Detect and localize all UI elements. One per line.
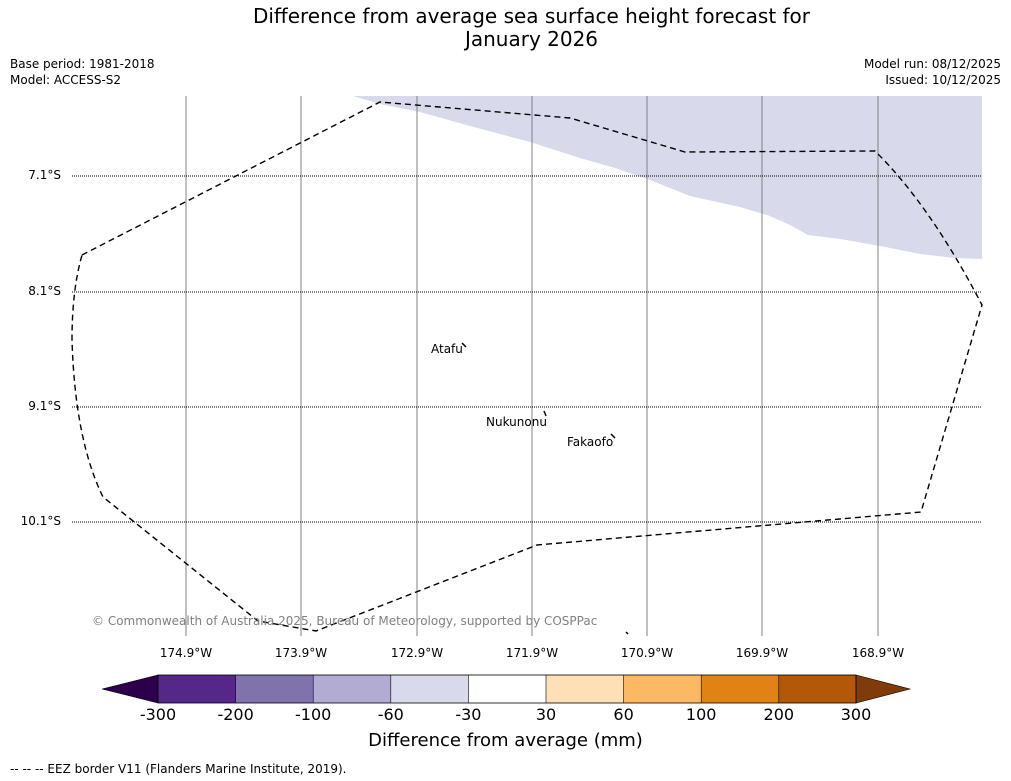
- title-line-1: Difference from average sea surface heig…: [252, 4, 811, 28]
- lon-label-174-9: 174.9°W: [159, 646, 213, 660]
- colorbar-tick: -300: [139, 705, 177, 724]
- meta-right: Model run: 08/12/2025 Issued: 10/12/2025: [864, 56, 1001, 88]
- colorbar-tick: -200: [217, 705, 254, 724]
- lat-label-8-1: 8.1°S: [28, 284, 61, 298]
- colorbar-bin-2: [235, 675, 314, 703]
- swains-marker: [625, 631, 629, 635]
- lon-label-173-9: 173.9°W: [274, 646, 328, 660]
- fakaofo-island: [610, 433, 616, 439]
- colorbar-tick: 200: [763, 705, 795, 724]
- model-run: Model run: 08/12/2025: [863, 57, 1001, 71]
- place-atafu: Atafu: [431, 342, 463, 356]
- colorbar-bin-7: [623, 675, 702, 703]
- colorbar-bin-4: [390, 675, 469, 703]
- colorbar-tick: -100: [295, 705, 332, 724]
- lat-label-10-1: 10.1°S: [20, 514, 61, 528]
- title-line-2: January 2026: [464, 27, 599, 51]
- nukunonu-island: [543, 410, 547, 417]
- colorbar-bin-5: [468, 675, 546, 703]
- colorbar-bin-6: [546, 675, 624, 703]
- base-period: Base period: 1981-2018: [10, 57, 155, 71]
- lon-label-171-9: 171.9°W: [505, 646, 559, 660]
- colorbar-outline: [157, 674, 857, 704]
- meta-left: Base period: 1981-2018 Model: ACCESS-S2: [10, 56, 155, 88]
- model-name: Model: ACCESS-S2: [10, 73, 122, 87]
- colorbar-bin-3: [313, 675, 391, 703]
- copyright-notice: © Commonwealth of Australia 2025, Bureau…: [92, 614, 598, 628]
- lon-label-172-9: 172.9°W: [390, 646, 444, 660]
- colorbar-tick: -30: [455, 705, 482, 724]
- colorbar-tick: 300: [840, 705, 872, 724]
- place-fakaofo: Fakaofo: [567, 435, 614, 449]
- eez-border: [71, 101, 983, 632]
- colorbar-tick: 60: [613, 705, 634, 724]
- place-nukunonu: Nukunonu: [486, 415, 547, 429]
- colorbar-tick: -60: [377, 705, 404, 724]
- colorbar-tick: 100: [685, 705, 717, 724]
- colorbar-extend-high: [855, 674, 912, 704]
- anomaly-region: [353, 96, 982, 259]
- lon-label-168-9: 168.9°W: [851, 646, 905, 660]
- colorbar-extend-low: [101, 674, 159, 704]
- colorbar-tick: 30: [535, 705, 557, 724]
- colorbar-bin-1: [158, 675, 236, 703]
- lat-label-7-1: 7.1°S: [28, 168, 61, 182]
- issued-date: Issued: 10/12/2025: [885, 73, 1001, 87]
- lon-label-169-9: 169.9°W: [735, 646, 789, 660]
- eez-legend-note: -- -- -- EEZ border V11 (Flanders Marine…: [10, 762, 347, 776]
- colorbar-bin-8: [701, 675, 779, 703]
- colorbar-bin-9: [778, 675, 857, 703]
- atafu-island: [461, 342, 467, 348]
- map-title: Difference from average sea surface heig…: [0, 5, 1011, 51]
- lon-label-170-9: 170.9°W: [620, 646, 674, 660]
- colorbar-label: Difference from average (mm): [368, 730, 643, 751]
- colorbar: [101, 674, 912, 704]
- lat-label-9-1: 9.1°S: [28, 399, 61, 413]
